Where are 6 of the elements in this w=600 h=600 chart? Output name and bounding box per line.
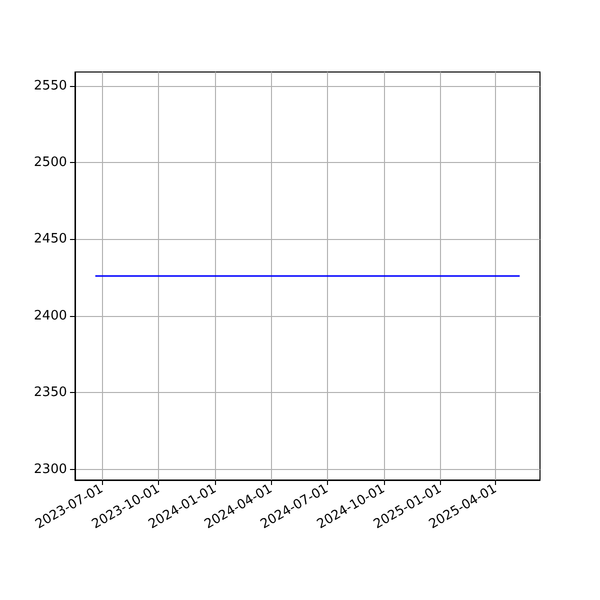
y-tick-label: 2400 xyxy=(34,308,67,324)
y-tick-label: 2450 xyxy=(34,232,67,247)
y-tick-label: 2550 xyxy=(34,78,67,94)
y-tick-label: 2350 xyxy=(34,385,67,400)
y-tick-label: 2300 xyxy=(34,462,67,477)
y-tick-label: 2500 xyxy=(34,154,67,170)
